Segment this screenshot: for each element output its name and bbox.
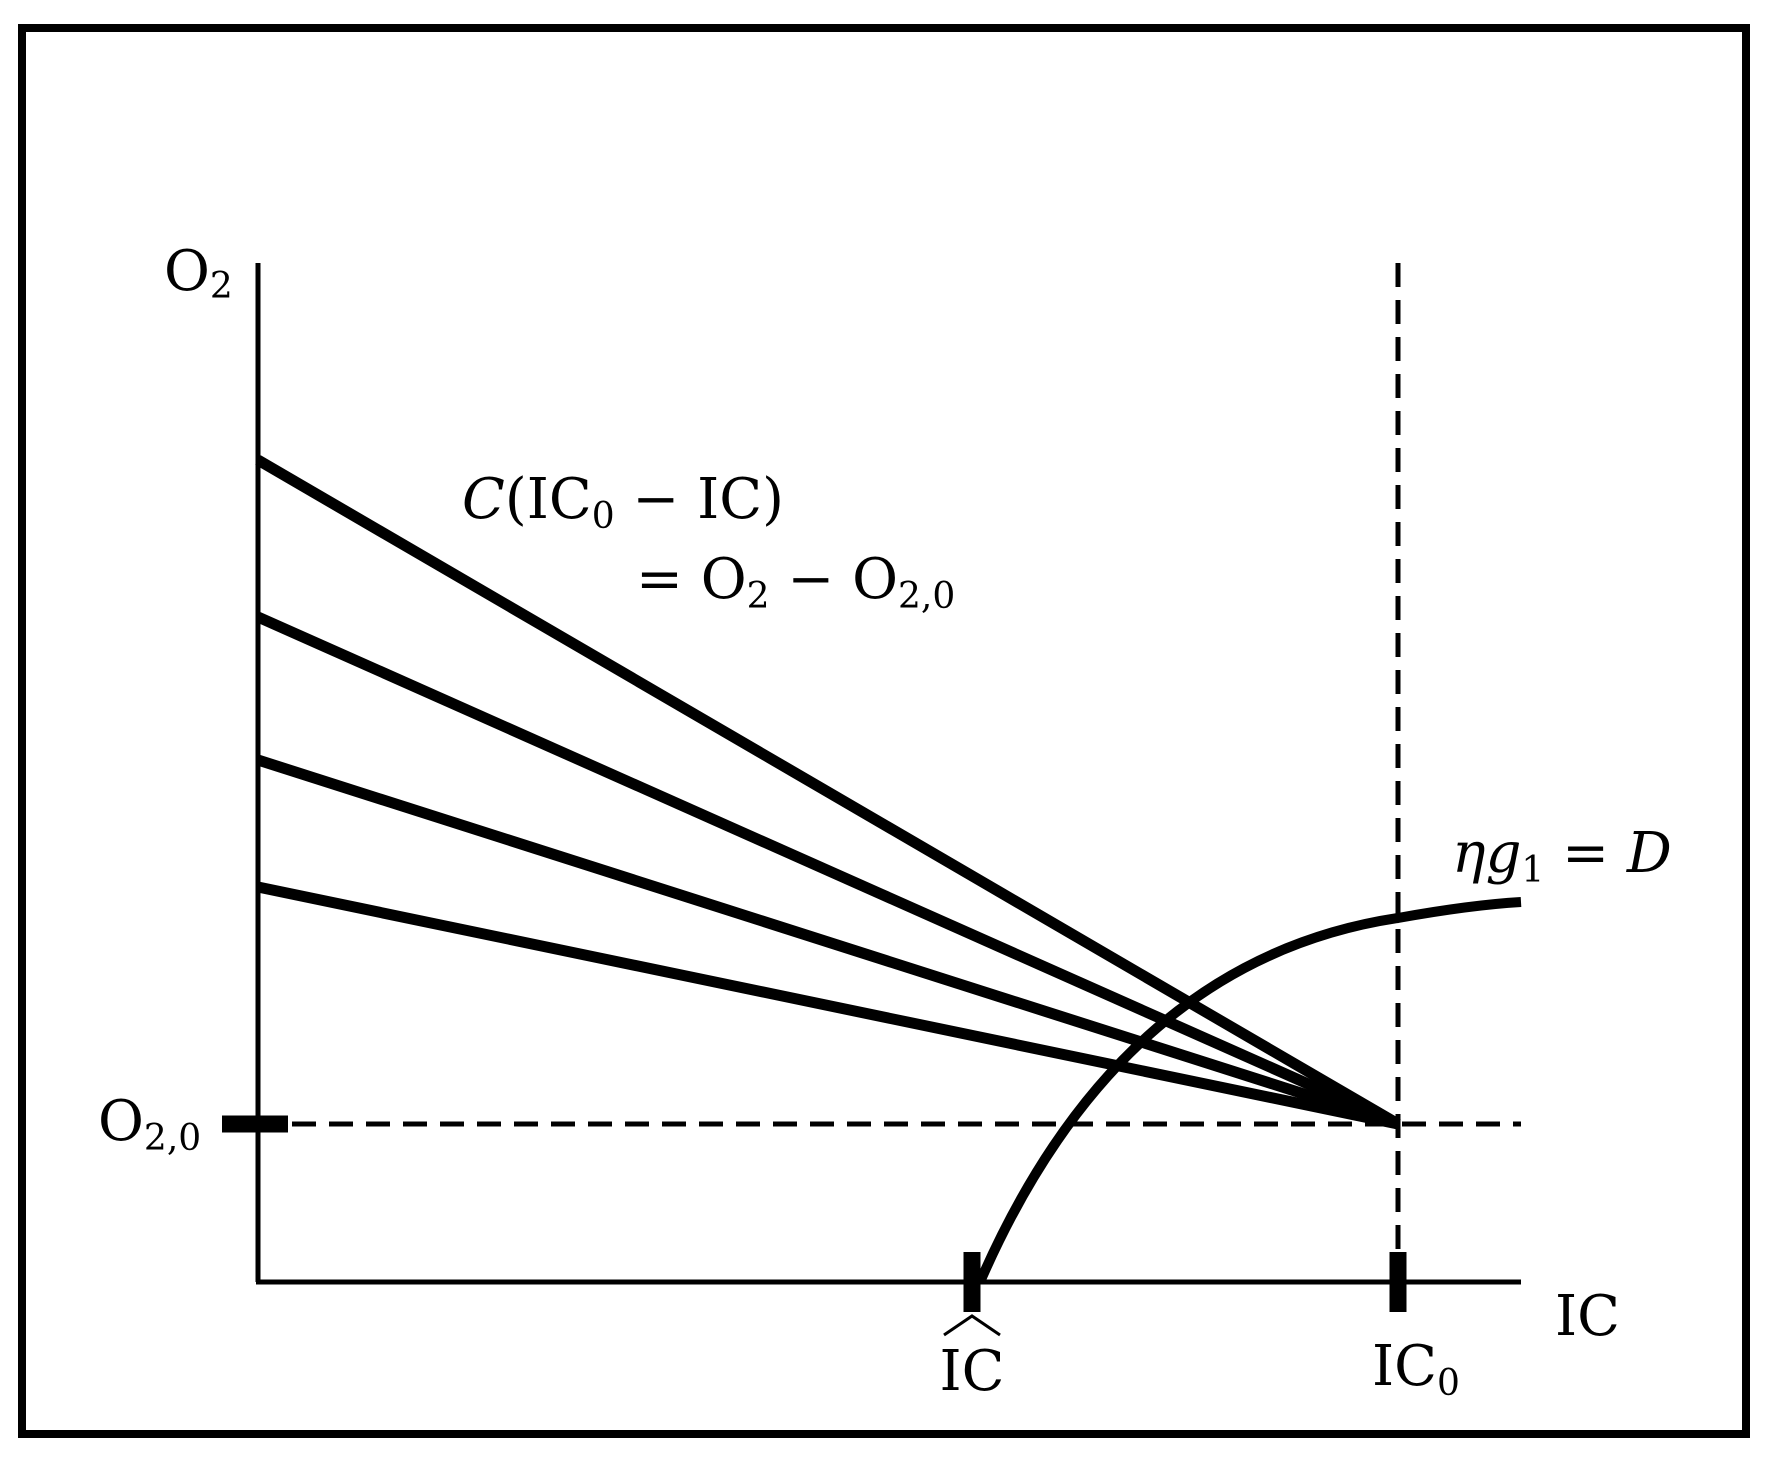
curve-label: ηg1 = D <box>1452 821 1672 891</box>
cost-ray-2 <box>255 611 1401 1130</box>
cost-ray-1 <box>255 455 1401 1129</box>
ic0-tick-label: IC0 <box>1372 1334 1460 1404</box>
hat-accent <box>943 1314 1001 1337</box>
ichat-label-text: IC <box>940 1339 1005 1404</box>
cost-ray-4 <box>256 881 1400 1130</box>
cost-ray-3 <box>256 754 1400 1130</box>
cost-label-line1: C(IC0 − IC) <box>462 467 784 537</box>
ichat-tick-label: IC <box>940 1314 1005 1404</box>
eta-g1-curve <box>975 897 1522 1284</box>
figure-frame <box>18 24 1750 1438</box>
y-axis-label: O2 <box>164 239 233 307</box>
cost-label-line2: = O2 − O2,0 <box>636 547 955 617</box>
x-axis-label: IC <box>1555 1284 1620 1349</box>
o20-tick-label: O2,0 <box>98 1089 201 1159</box>
